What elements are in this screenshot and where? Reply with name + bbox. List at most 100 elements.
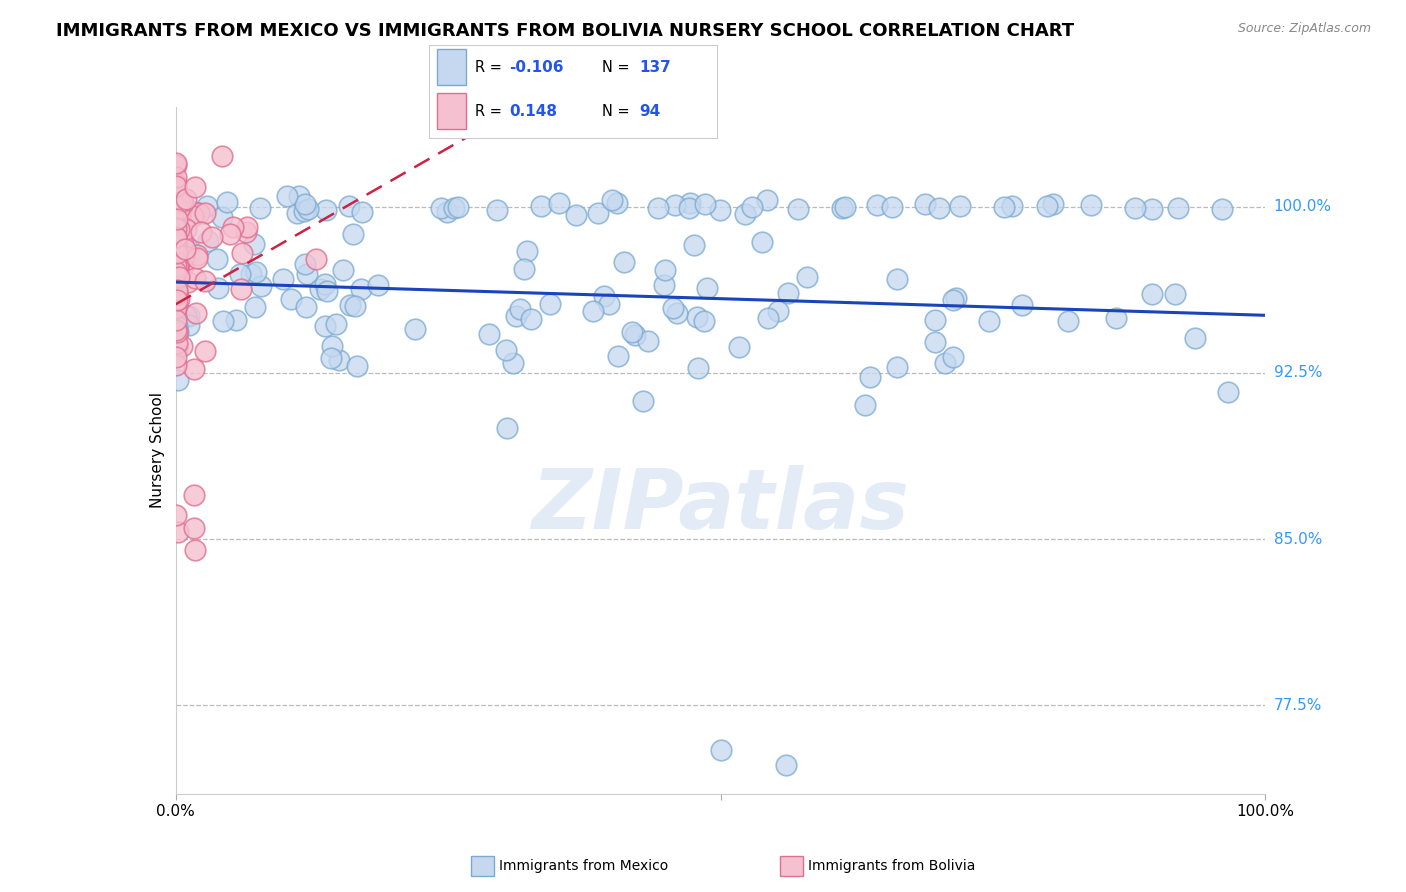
Point: [443, 201, 465, 215]
Point: [167, 256, 190, 270]
Point: [165, 223, 187, 237]
Point: [166, 288, 188, 302]
Point: [243, 300, 266, 314]
Point: [222, 220, 245, 235]
Point: [190, 226, 212, 240]
Point: [287, 188, 309, 202]
Point: [756, 311, 779, 326]
Point: [766, 303, 789, 318]
Point: [174, 237, 197, 252]
Point: [1216, 384, 1239, 399]
Point: [236, 219, 259, 234]
Point: [321, 339, 343, 353]
Point: [249, 201, 271, 215]
Text: Immigrants from Bolivia: Immigrants from Bolivia: [808, 859, 976, 873]
Point: [859, 370, 882, 384]
Point: [165, 216, 187, 230]
Point: [245, 265, 267, 279]
Point: [325, 317, 347, 331]
Point: [167, 260, 190, 274]
Point: [530, 199, 553, 213]
Point: [183, 521, 205, 535]
Point: [1011, 298, 1033, 312]
Point: [607, 349, 630, 363]
Point: [886, 271, 908, 285]
Point: [447, 200, 470, 214]
Point: [756, 193, 779, 207]
Point: [309, 283, 332, 297]
Point: [165, 193, 187, 207]
Point: [194, 343, 217, 358]
Point: [664, 197, 686, 211]
Point: [1123, 201, 1146, 215]
Point: [183, 180, 205, 194]
Point: [294, 257, 316, 271]
Point: [167, 202, 190, 216]
Point: [207, 281, 229, 295]
Point: [165, 233, 187, 247]
Point: [598, 296, 620, 310]
Point: [741, 201, 763, 215]
Point: [165, 350, 187, 364]
Point: [693, 314, 716, 328]
Point: [165, 238, 187, 252]
Point: [183, 488, 205, 502]
Point: [834, 200, 856, 214]
Point: [231, 245, 253, 260]
Point: [709, 202, 731, 217]
Point: [169, 207, 191, 221]
Point: [1036, 199, 1059, 213]
Point: [170, 202, 193, 217]
Point: [165, 235, 187, 249]
Point: [184, 543, 207, 558]
Point: [1056, 314, 1078, 328]
Point: [205, 252, 228, 267]
Point: [548, 196, 571, 211]
Point: [751, 235, 773, 250]
Point: [167, 292, 190, 306]
Point: [1142, 286, 1164, 301]
Point: [165, 169, 187, 184]
Point: [276, 188, 298, 202]
Point: [165, 301, 187, 316]
Point: [346, 359, 368, 374]
Point: [728, 340, 751, 354]
Point: [219, 227, 242, 241]
Point: [853, 398, 876, 412]
Point: [993, 200, 1015, 214]
Point: [165, 268, 187, 283]
Point: [177, 275, 200, 289]
Point: [166, 293, 188, 307]
Point: [979, 314, 1001, 328]
Point: [693, 197, 716, 211]
Point: [167, 269, 190, 284]
Point: [686, 310, 709, 325]
Point: [1001, 199, 1024, 213]
Point: [229, 267, 252, 281]
Point: [169, 196, 191, 211]
Point: [665, 306, 688, 320]
Point: [654, 263, 676, 277]
Point: [1184, 331, 1206, 345]
Point: [520, 311, 543, 326]
Point: [173, 242, 195, 256]
Text: Immigrants from Mexico: Immigrants from Mexico: [499, 859, 668, 873]
Point: [1142, 202, 1164, 216]
Point: [682, 238, 704, 252]
Point: [292, 204, 315, 219]
Text: 100.0%: 100.0%: [1274, 199, 1331, 214]
Point: [177, 248, 200, 262]
Point: [1042, 197, 1064, 211]
Point: [696, 281, 718, 295]
Text: 0.148: 0.148: [509, 103, 558, 119]
Point: [280, 292, 302, 306]
Point: [509, 302, 531, 317]
Bar: [437, 94, 467, 129]
Point: [179, 318, 201, 332]
Text: R =: R =: [475, 103, 506, 119]
Point: [662, 301, 685, 315]
Point: [165, 231, 187, 245]
Point: [217, 195, 239, 210]
Point: [623, 328, 645, 343]
Point: [165, 327, 187, 342]
